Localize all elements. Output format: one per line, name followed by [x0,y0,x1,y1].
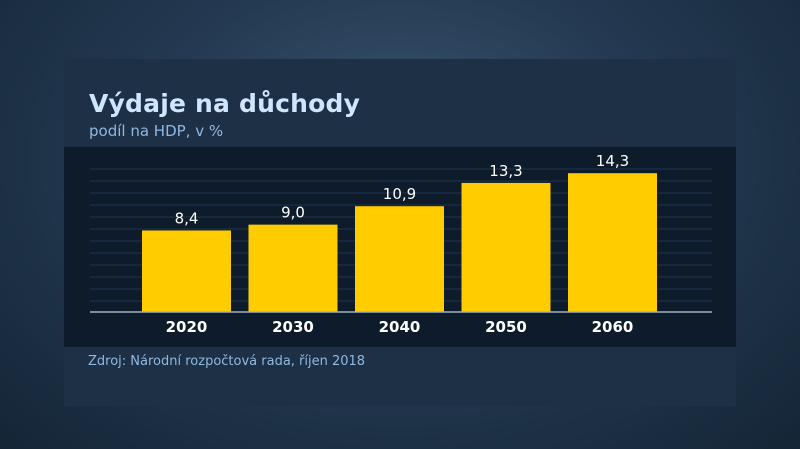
bar-2020 [142,230,231,312]
x-tick-label-2050: 2050 [485,318,527,336]
x-tick-label-2020: 2020 [166,318,208,336]
chart-subtitle: podíl na HDP, v % [89,122,224,140]
data-label-2050: 13,3 [489,162,522,180]
plot-area: 8,4 2020 9,0 2030 10,9 2040 13,3 2050 14,3 2060 [64,147,736,347]
bar-2030 [248,224,338,312]
x-tick-label-2030: 2030 [272,318,314,336]
x-tick-label-2040: 2040 [379,318,421,336]
data-label-2060: 14,3 [596,152,629,170]
chart-title: Výdaje na důchody [89,89,361,118]
bar-chart: 8,4 2020 9,0 2030 10,9 2040 13,3 2050 14,3 2060 [90,152,712,336]
data-label-2030: 9,0 [281,204,305,222]
data-label-2020: 8,4 [175,209,199,227]
source-note: Zdroj: Národní rozpočtová rada, říjen 20… [88,354,366,369]
bar-2050 [461,182,551,312]
x-tick-label-2060: 2060 [592,318,634,336]
data-label-2040: 10,9 [383,185,416,203]
chart-panel: Výdaje na důchody podíl na HDP, v % 8,4 2… [64,59,736,406]
bar-2040 [355,206,444,312]
bar-2060 [568,173,657,312]
